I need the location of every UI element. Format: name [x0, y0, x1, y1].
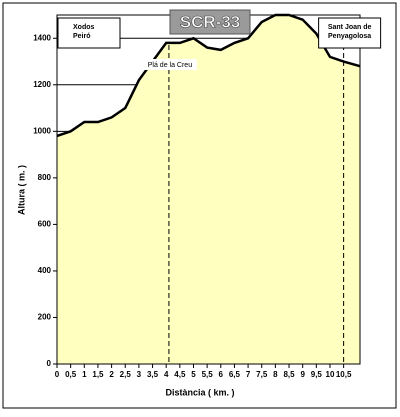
x-tick-label: 1,5	[92, 370, 104, 379]
y-tick-label: 1400	[33, 33, 51, 42]
x-tick-label: 5	[191, 370, 196, 379]
y-tick-label: 400	[38, 266, 52, 275]
annotation-box	[57, 17, 121, 49]
y-tick-label: 1000	[33, 126, 51, 135]
annotation-box	[318, 17, 382, 49]
x-tick-label: 7,5	[256, 370, 268, 379]
x-tick-label: 10,5	[336, 370, 352, 379]
x-tick-label: 7	[246, 370, 251, 379]
x-tick-label: 9	[300, 370, 305, 379]
y-tick-label: 200	[38, 313, 52, 322]
y-axis-label: Altura ( m. )	[16, 165, 26, 215]
x-tick-label: 4,5	[174, 370, 186, 379]
x-tick-label: 8	[273, 370, 278, 379]
x-tick-label: 0	[55, 370, 60, 379]
chart-title: SCR-33	[180, 12, 240, 31]
annotation-label: Xodos	[73, 24, 94, 31]
annotation-label: Plá de la Creu	[148, 62, 192, 69]
title-box	[169, 9, 251, 35]
x-tick-label: 9,5	[311, 370, 323, 379]
x-tick-label: 0,5	[65, 370, 77, 379]
annotation-label: Penyagolosa	[328, 33, 371, 40]
y-tick-label: 600	[38, 220, 52, 229]
area	[57, 15, 360, 364]
profile-line	[56, 13, 361, 138]
x-tick-label: 2,5	[120, 370, 132, 379]
x-tick-label: 5,5	[202, 370, 214, 379]
x-tick-label: 1	[82, 370, 87, 379]
x-tick-label: 10	[326, 370, 335, 379]
y-tick-label: 800	[38, 173, 52, 182]
annotation-label: Sant Joan de	[328, 24, 372, 31]
x-tick-label: 3,5	[147, 370, 159, 379]
x-axis-label: Distància ( km. )	[165, 387, 234, 397]
x-tick-label: 2	[109, 370, 114, 379]
annotation-bg	[142, 59, 197, 70]
x-tick-label: 8,5	[283, 370, 295, 379]
x-tick-label: 3	[137, 370, 142, 379]
x-tick-label: 6,5	[229, 370, 241, 379]
y-tick-label: 1200	[33, 80, 51, 89]
annotation-label: Peiró	[73, 33, 91, 40]
x-tick-label: 6	[219, 370, 224, 379]
y-tick-label: 0	[47, 359, 52, 368]
x-tick-label: 4	[164, 370, 169, 379]
